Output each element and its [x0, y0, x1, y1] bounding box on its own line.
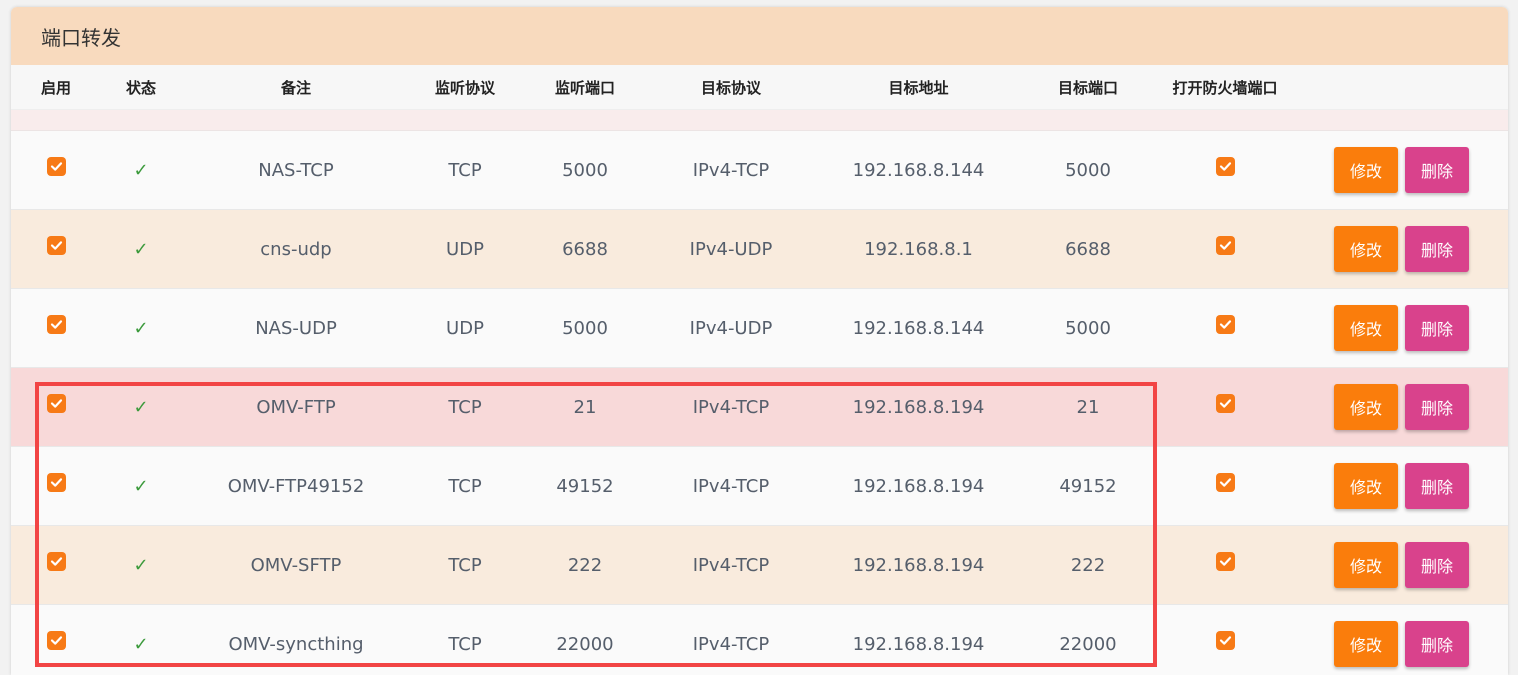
cell-note: NAS-UDP: [255, 317, 337, 339]
cell-listen-proto: TCP: [448, 554, 482, 576]
cell-target-proto: IPv4-TCP: [692, 396, 770, 418]
firewall-checkbox[interactable]: [1215, 631, 1235, 650]
table-row: ✓ OMV-syncthing TCP 22000 IPv4-TCP 192.1…: [11, 605, 1508, 675]
cell-note: OMV-syncthing: [228, 633, 364, 655]
cell-listen-proto: TCP: [448, 475, 482, 497]
status-check-icon: ✓: [133, 159, 149, 181]
cell-listen-proto: UDP: [446, 317, 484, 339]
delete-button[interactable]: 删除: [1405, 542, 1469, 588]
table-row: ✓ cns-udp UDP 6688 IPv4-UDP 192.168.8.1 …: [11, 210, 1508, 289]
enable-checkbox[interactable]: [46, 473, 66, 492]
cell-target-addr: 192.168.8.194: [852, 396, 985, 418]
table-row: ✓ OMV-SFTP TCP 222 IPv4-TCP 192.168.8.19…: [11, 526, 1508, 605]
firewall-checkbox[interactable]: [1215, 552, 1235, 571]
cell-target-addr: 192.168.8.194: [852, 633, 985, 655]
cell-target-port: 21: [1076, 396, 1100, 418]
cell-note: OMV-FTP49152: [227, 475, 365, 497]
delete-button[interactable]: 删除: [1405, 463, 1469, 509]
table-body: ✓ NAS-TCP TCP 5000 IPv4-TCP 192.168.8.14…: [11, 131, 1508, 675]
firewall-checkbox[interactable]: [1215, 394, 1235, 413]
col-listen-proto: 监听协议: [434, 78, 495, 97]
cell-target-port: 5000: [1065, 317, 1111, 339]
table-row: ✓ OMV-FTP49152 TCP 49152 IPv4-TCP 192.16…: [11, 447, 1508, 526]
col-target-port: 目标端口: [1057, 78, 1118, 97]
cell-target-addr: 192.168.8.1: [864, 238, 973, 260]
delete-button[interactable]: 删除: [1405, 621, 1469, 667]
col-listen-port: 监听端口: [554, 78, 615, 97]
cell-target-port: 22000: [1059, 633, 1117, 655]
enable-checkbox[interactable]: [46, 552, 66, 571]
table-row: ✓ NAS-TCP TCP 5000 IPv4-TCP 192.168.8.14…: [11, 131, 1508, 210]
cell-listen-port: 6688: [562, 238, 608, 260]
cell-listen-port: 22000: [556, 633, 614, 655]
table-row: ✓ OMV-FTP TCP 21 IPv4-TCP 192.168.8.194 …: [11, 368, 1508, 447]
enable-checkbox[interactable]: [46, 631, 66, 650]
cell-listen-proto: TCP: [448, 396, 482, 418]
cell-target-addr: 192.168.8.194: [852, 475, 985, 497]
col-target-addr: 目标地址: [888, 78, 949, 97]
col-note: 备注: [280, 78, 311, 97]
status-check-icon: ✓: [133, 317, 149, 339]
cell-target-proto: IPv4-TCP: [692, 475, 770, 497]
table-spacer: [11, 110, 1508, 131]
delete-button[interactable]: 删除: [1405, 226, 1469, 272]
firewall-checkbox[interactable]: [1215, 236, 1235, 255]
enable-checkbox[interactable]: [46, 157, 66, 176]
cell-note: cns-udp: [260, 238, 332, 260]
cell-target-addr: 192.168.8.194: [852, 554, 985, 576]
cell-target-port: 6688: [1065, 238, 1111, 260]
edit-button[interactable]: 修改: [1334, 463, 1398, 509]
edit-button[interactable]: 修改: [1334, 384, 1398, 430]
enable-checkbox[interactable]: [46, 315, 66, 334]
status-check-icon: ✓: [133, 633, 149, 655]
edit-button[interactable]: 修改: [1334, 621, 1398, 667]
cell-listen-port: 5000: [562, 159, 608, 181]
cell-note: OMV-FTP: [256, 396, 336, 418]
cell-target-port: 49152: [1059, 475, 1117, 497]
firewall-checkbox[interactable]: [1215, 315, 1235, 334]
cell-listen-port: 222: [567, 554, 603, 576]
cell-listen-port: 21: [573, 396, 597, 418]
status-check-icon: ✓: [133, 238, 149, 260]
status-check-icon: ✓: [133, 475, 149, 497]
cell-listen-proto: TCP: [448, 633, 482, 655]
enable-checkbox[interactable]: [46, 236, 66, 255]
cell-listen-port: 5000: [562, 317, 608, 339]
status-check-icon: ✓: [133, 554, 149, 576]
delete-button[interactable]: 删除: [1405, 305, 1469, 351]
cell-target-port: 5000: [1065, 159, 1111, 181]
cell-target-proto: IPv4-TCP: [692, 159, 770, 181]
cell-target-addr: 192.168.8.144: [852, 317, 985, 339]
table-header: 启用 状态 备注 监听协议 监听端口 目标协议 目标地址 目标端口 打开防火墙端…: [11, 65, 1508, 110]
col-enable: 启用: [40, 78, 71, 97]
port-forward-panel: 端口转发 启用 状态 备注 监听协议 监听端口 目标协议 目标地址 目标端口 打…: [11, 7, 1508, 675]
enable-checkbox[interactable]: [46, 394, 66, 413]
cell-listen-proto: TCP: [448, 159, 482, 181]
delete-button[interactable]: 删除: [1405, 384, 1469, 430]
firewall-checkbox[interactable]: [1215, 473, 1235, 492]
cell-note: OMV-SFTP: [250, 554, 342, 576]
cell-target-proto: IPv4-TCP: [692, 633, 770, 655]
firewall-checkbox[interactable]: [1215, 157, 1235, 176]
cell-listen-proto: UDP: [446, 238, 484, 260]
edit-button[interactable]: 修改: [1334, 542, 1398, 588]
edit-button[interactable]: 修改: [1334, 305, 1398, 351]
cell-target-addr: 192.168.8.144: [852, 159, 985, 181]
cell-note: NAS-TCP: [258, 159, 334, 181]
cell-target-proto: IPv4-TCP: [692, 554, 770, 576]
cell-listen-port: 49152: [556, 475, 614, 497]
panel-title: 端口转发: [11, 7, 1508, 65]
cell-target-proto: IPv4-UDP: [689, 317, 773, 339]
edit-button[interactable]: 修改: [1334, 147, 1398, 193]
edit-button[interactable]: 修改: [1334, 226, 1398, 272]
delete-button[interactable]: 删除: [1405, 147, 1469, 193]
col-status: 状态: [125, 78, 156, 97]
col-firewall: 打开防火墙端口: [1172, 78, 1278, 97]
cell-target-port: 222: [1070, 554, 1106, 576]
cell-target-proto: IPv4-UDP: [689, 238, 773, 260]
col-target-proto: 目标协议: [700, 78, 761, 97]
status-check-icon: ✓: [133, 396, 149, 418]
table-row: ✓ NAS-UDP UDP 5000 IPv4-UDP 192.168.8.14…: [11, 289, 1508, 368]
